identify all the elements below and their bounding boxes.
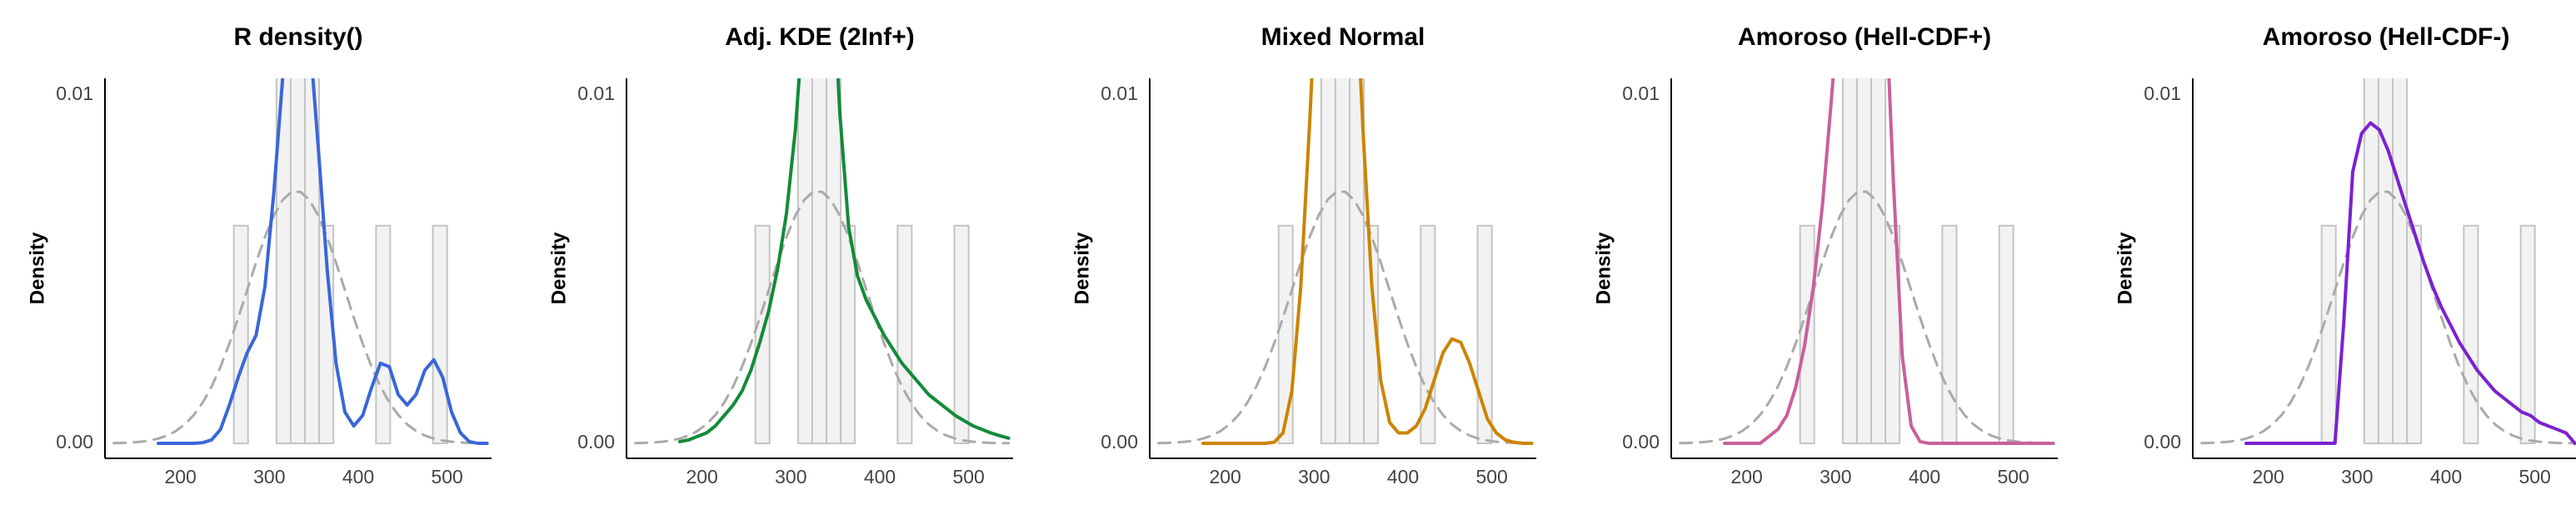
chart-title: Amoroso (Hell-CDF-) <box>2263 23 2510 51</box>
panel: 0.00 0.01 200 300 400 500 Amoroso (Hell-CDF+) D… <box>1592 23 2058 488</box>
density-curve <box>1201 78 1534 446</box>
histogram-bar <box>1363 224 1380 445</box>
y-axis-label: Density <box>1592 232 1615 304</box>
histogram-bar <box>796 78 813 445</box>
histogram-bar <box>2463 224 2479 445</box>
x-tick-label: 500 <box>2519 466 2550 488</box>
chart-title: Mixed Normal <box>1261 23 1425 51</box>
density-curve <box>1723 78 2055 446</box>
x-tick-label: 300 <box>1298 466 1330 488</box>
x-tick-label: 500 <box>952 466 984 488</box>
density-curve <box>157 78 489 446</box>
histogram-bar <box>826 78 842 445</box>
histogram-bar <box>1277 224 1294 445</box>
histogram-bar <box>1998 224 2014 445</box>
histogram-bar <box>1476 224 1493 445</box>
x-tick-label: 400 <box>2430 466 2462 488</box>
x-tick-label: 300 <box>1820 466 1851 488</box>
histogram-bar <box>432 224 448 445</box>
density-curve <box>2244 121 2576 446</box>
reference-curve <box>112 190 489 445</box>
histogram-bar <box>2406 224 2423 445</box>
y-axis-label: Density <box>1071 232 1093 304</box>
x-tick-label: 200 <box>686 466 717 488</box>
histogram-bar <box>1841 78 1858 445</box>
histogram-bar <box>304 78 321 445</box>
histogram-bar <box>896 224 913 445</box>
density-curve <box>678 78 1011 443</box>
x-tick-label: 200 <box>1209 466 1241 488</box>
y-tick-label: 0.01 <box>56 82 93 104</box>
chart-title: Amoroso (Hell-CDF+) <box>1738 23 1991 51</box>
histogram-bar <box>232 224 249 445</box>
histogram-bar <box>1334 78 1351 445</box>
plot-area <box>1157 78 1534 446</box>
chart-title: R density() <box>233 23 362 51</box>
y-tick-label: 0.00 <box>2144 431 2181 452</box>
plot-area <box>112 78 489 446</box>
x-tick-label: 300 <box>775 466 806 488</box>
y-axis-label: Density <box>2114 232 2136 304</box>
y-axis-label: Density <box>26 232 48 304</box>
x-tick-label: 400 <box>864 466 896 488</box>
plot-area <box>2200 78 2576 446</box>
y-axis-label: Density <box>547 232 570 304</box>
chart-title: Adj. KDE (2Inf+) <box>725 23 915 51</box>
x-tick-label: 500 <box>1475 466 1507 488</box>
histogram-bar <box>1941 224 1958 445</box>
x-tick-label: 200 <box>2252 466 2284 488</box>
panel: 0.00 0.01 200 300 400 500 Amoroso (Hell-CDF-) D… <box>2114 23 2576 488</box>
histogram-bar <box>1870 78 1887 445</box>
histogram-bar <box>953 224 970 445</box>
y-tick-label: 0.01 <box>2144 82 2181 104</box>
histogram-bar <box>1855 78 1873 445</box>
reference-curve <box>1157 190 1534 445</box>
histogram-bar <box>2377 78 2394 445</box>
histogram-bar <box>811 78 828 445</box>
histogram-bar <box>2320 224 2337 445</box>
y-tick-label: 0.00 <box>577 431 615 452</box>
y-tick-label: 0.01 <box>577 82 615 104</box>
x-tick-label: 400 <box>1387 466 1419 488</box>
histogram-bar <box>1349 78 1365 445</box>
panel: 0.00 0.01 200 300 400 500 Mixed Normal Density <box>1071 23 1536 488</box>
histogram-bar <box>275 78 292 445</box>
y-tick-label: 0.01 <box>1622 82 1660 104</box>
y-tick-label: 0.00 <box>56 431 93 452</box>
histogram-bar <box>1320 78 1336 445</box>
histogram-bar <box>375 224 392 445</box>
histogram-bar <box>2519 224 2536 445</box>
x-tick-label: 400 <box>1909 466 1940 488</box>
panel: 0.00 0.01 200 300 400 500 Adj. KDE (2Inf+) Dens… <box>547 23 1013 488</box>
x-tick-label: 300 <box>2341 466 2373 488</box>
y-tick-label: 0.01 <box>1101 82 1138 104</box>
reference-curve <box>1679 190 2055 445</box>
x-tick-label: 200 <box>1730 466 1762 488</box>
histogram-bar <box>289 78 306 445</box>
reference-curve <box>2200 190 2576 445</box>
x-tick-label: 500 <box>431 466 462 488</box>
reference-curve <box>634 190 1011 445</box>
histogram-bar <box>2363 78 2379 445</box>
plot-area <box>1679 78 2055 446</box>
panel: 0.00 0.01 200 300 400 500 R density() Density <box>26 23 492 488</box>
x-tick-label: 500 <box>1997 466 2029 488</box>
plot-area <box>634 78 1011 445</box>
x-tick-label: 400 <box>342 466 374 488</box>
y-tick-label: 0.00 <box>1622 431 1660 452</box>
x-tick-label: 300 <box>253 466 285 488</box>
x-tick-label: 200 <box>164 466 196 488</box>
histogram-bar <box>2392 78 2409 445</box>
y-tick-label: 0.00 <box>1101 431 1138 452</box>
